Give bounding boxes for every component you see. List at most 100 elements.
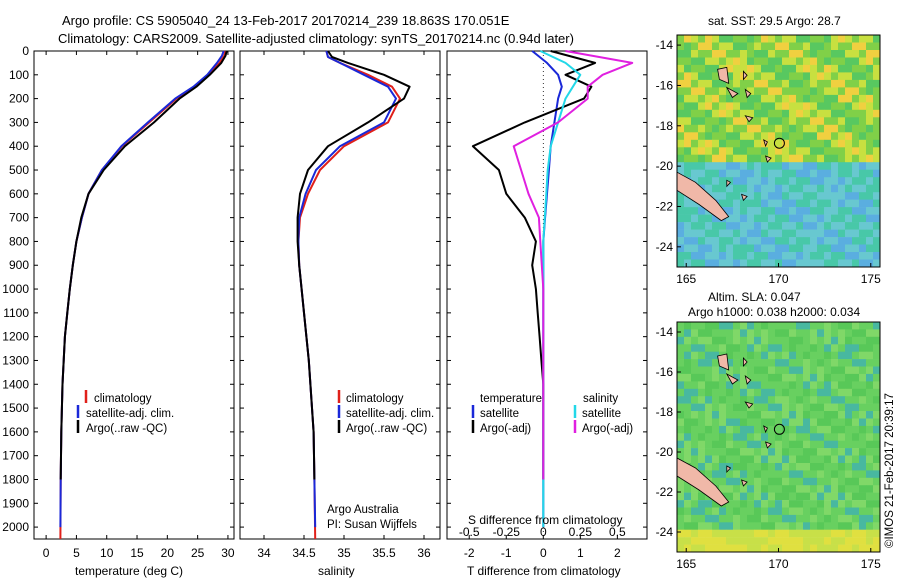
map-cell (719, 139, 727, 148)
map-cell (719, 448, 727, 456)
x-tick-label: 34 (257, 546, 271, 560)
map-cell (747, 522, 755, 530)
map-cell (754, 351, 762, 360)
map-cell (852, 544, 860, 553)
map-cell (782, 147, 790, 156)
map-cell (845, 229, 853, 238)
map-cell (817, 57, 825, 66)
map-cell (817, 440, 825, 449)
map-cell (838, 259, 846, 268)
map-cell (817, 117, 825, 126)
map-cell (845, 94, 853, 103)
header-line-1: Argo profile: CS 5905040_24 13-Feb-2017 … (62, 13, 510, 28)
map-cell (789, 117, 797, 126)
map-cell (775, 50, 783, 58)
map-cell (859, 139, 867, 148)
map-cell (733, 117, 741, 126)
map-cell (845, 259, 853, 268)
map-cell (803, 500, 811, 508)
map-cell (726, 35, 734, 43)
map-cell (747, 359, 755, 367)
map-cell (831, 42, 839, 51)
map-cell (838, 102, 846, 111)
map-cell (719, 514, 727, 523)
temperature-panel: 0100200300400500600700800900100011001200… (2, 44, 647, 578)
map-cell (852, 214, 860, 223)
map-cell (684, 359, 692, 367)
map-cell (712, 72, 720, 81)
map-cell (873, 440, 881, 449)
map-cell (740, 403, 748, 412)
map-cell (859, 109, 867, 118)
map-cell (740, 199, 748, 208)
map-cell (845, 102, 853, 111)
map-cell (789, 94, 797, 103)
depth-tick-label: 0 (22, 44, 29, 58)
map-cell (677, 132, 685, 141)
map-cell (838, 207, 846, 215)
map-cell (677, 102, 685, 111)
map-cell (817, 366, 825, 375)
map-cell (866, 207, 874, 215)
map-cell (761, 192, 769, 200)
map-cell (782, 57, 790, 66)
map-cell (691, 229, 699, 238)
sla-map-cells (677, 322, 881, 553)
island (744, 375, 752, 385)
map-cell (726, 500, 734, 508)
map-cell (824, 403, 832, 412)
map-cell (775, 514, 783, 523)
map-cell (796, 252, 804, 260)
map-cell (845, 388, 853, 397)
map-cell (817, 192, 825, 200)
map-cell (740, 522, 748, 530)
map-cell (810, 425, 818, 434)
map-cell (754, 147, 762, 156)
map-cell (719, 440, 727, 449)
lon-tick-label: 170 (768, 272, 788, 286)
map-cell (803, 64, 811, 73)
lat-tick-label: -24 (656, 525, 674, 539)
map-cell (705, 229, 713, 238)
map-cell (852, 199, 860, 208)
series-line-argo (59, 50, 228, 480)
map-cell (866, 448, 874, 456)
map-cell (803, 102, 811, 111)
map-cell (768, 35, 776, 43)
map-cell (768, 544, 776, 553)
map-cell (677, 351, 685, 360)
map-cell (712, 448, 720, 456)
map-cell (726, 72, 734, 81)
map-cell (866, 109, 874, 118)
map-cell (733, 448, 741, 456)
map-cell (705, 396, 713, 404)
map-cell (782, 381, 790, 390)
map-cell (789, 132, 797, 141)
map-cell (796, 79, 804, 88)
map-cell (796, 102, 804, 111)
map-cell (782, 448, 790, 456)
map-cell (712, 418, 720, 427)
map-cell (691, 425, 699, 434)
map-cell (684, 522, 692, 530)
map-cell (782, 132, 790, 141)
map-cell (768, 117, 776, 126)
map-cell (733, 440, 741, 449)
map-cell (705, 425, 713, 434)
map-cell (691, 102, 699, 111)
map-cell (789, 259, 797, 268)
map-cell (754, 537, 762, 545)
island (717, 353, 730, 371)
map-cell (747, 485, 755, 493)
map-cell (789, 252, 797, 260)
map-cell (873, 222, 881, 230)
map-cell (810, 381, 818, 390)
map-cell (796, 244, 804, 253)
map-cell (824, 139, 832, 148)
map-cell (747, 259, 755, 268)
map-cell (740, 373, 748, 382)
map-cell (705, 359, 713, 367)
map-cell (803, 184, 811, 193)
map-cell (852, 169, 860, 178)
map-cell (838, 529, 846, 538)
